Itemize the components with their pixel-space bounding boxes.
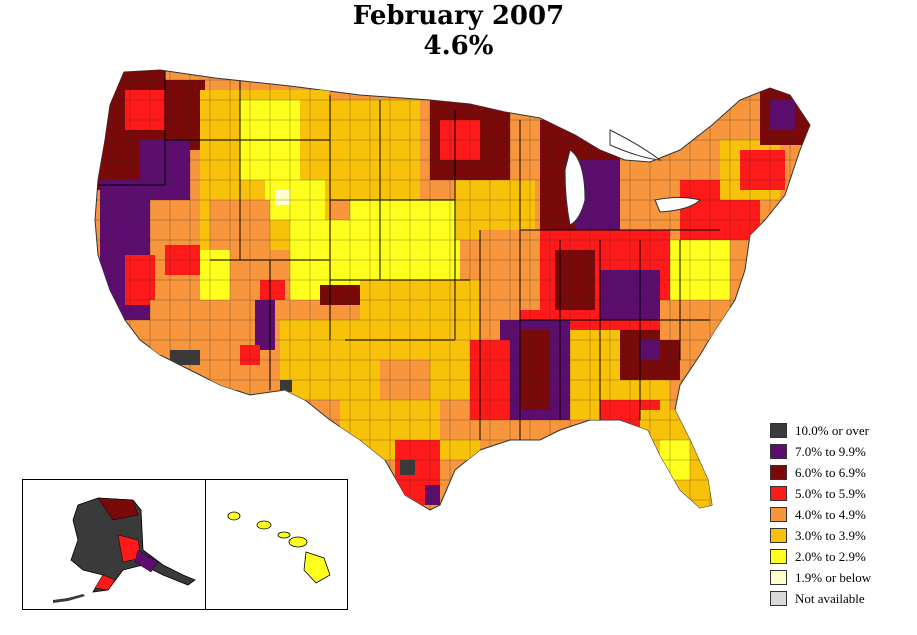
hawaii-inset — [205, 479, 348, 610]
legend-swatch — [770, 444, 787, 459]
legend-item: 6.0% to 6.9% — [770, 464, 910, 482]
legend-label: 1.9% or below — [795, 570, 872, 585]
legend-swatch — [770, 486, 787, 501]
map-subtitle-rate: 4.6% — [423, 31, 494, 61]
legend-item: 3.0% to 3.9% — [770, 527, 910, 545]
lake-erie — [654, 197, 701, 213]
legend-label: 3.0% to 3.9% — [795, 528, 866, 543]
legend-label: 7.0% to 9.9% — [795, 444, 866, 459]
legend-item: 1.9% or below — [770, 569, 910, 587]
legend-item: 2.0% to 2.9% — [770, 548, 910, 566]
lake-michigan — [564, 149, 586, 226]
legend-swatch — [770, 465, 787, 480]
legend-item: 4.0% to 4.9% — [770, 506, 910, 524]
legend-label: 2.0% to 2.9% — [795, 549, 866, 564]
legend-swatch — [770, 423, 787, 438]
legend-item: 5.0% to 5.9% — [770, 485, 910, 503]
legend-swatch — [770, 528, 787, 543]
legend-item: Not available — [770, 590, 910, 608]
legend-swatch — [770, 507, 787, 522]
legend-label: 5.0% to 5.9% — [795, 486, 866, 501]
legend-label: 10.0% or over — [795, 423, 870, 438]
map-title: February 2007 — [352, 1, 565, 31]
legend-item: 10.0% or over — [770, 422, 910, 440]
hawaii-map — [227, 511, 331, 584]
lake-superior-edge — [609, 129, 662, 161]
legend-swatch — [770, 591, 787, 606]
alaska-map — [53, 497, 196, 603]
alaska-inset — [22, 479, 207, 610]
legend-label: 4.0% to 4.9% — [795, 507, 866, 522]
legend-swatch — [770, 570, 787, 585]
legend-label: 6.0% to 6.9% — [795, 465, 866, 480]
legend-item: 7.0% to 9.9% — [770, 443, 910, 461]
legend-swatch — [770, 549, 787, 564]
legend-label: Not available — [795, 591, 865, 606]
